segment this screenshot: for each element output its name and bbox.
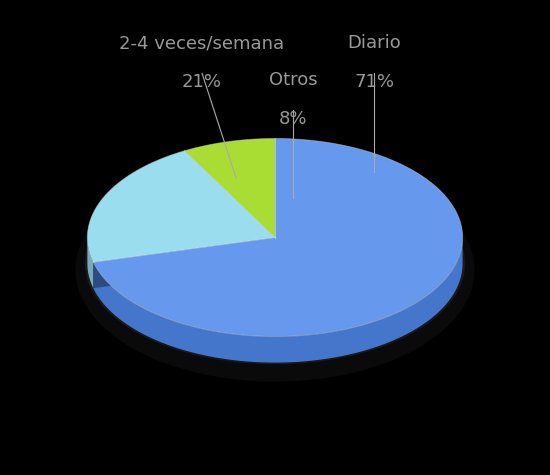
Polygon shape	[94, 238, 275, 288]
Polygon shape	[94, 139, 463, 336]
Text: 71%: 71%	[354, 73, 394, 91]
Ellipse shape	[85, 163, 465, 363]
Text: Otros: Otros	[269, 71, 317, 89]
Polygon shape	[87, 151, 275, 262]
Polygon shape	[87, 238, 94, 288]
Text: 2-4 veces/semana: 2-4 veces/semana	[119, 35, 284, 52]
Ellipse shape	[76, 159, 474, 381]
Polygon shape	[94, 238, 275, 288]
Text: 8%: 8%	[279, 110, 307, 128]
Polygon shape	[185, 139, 275, 238]
Polygon shape	[94, 239, 463, 362]
Text: Diario: Diario	[347, 35, 401, 52]
Text: 21%: 21%	[182, 73, 222, 91]
